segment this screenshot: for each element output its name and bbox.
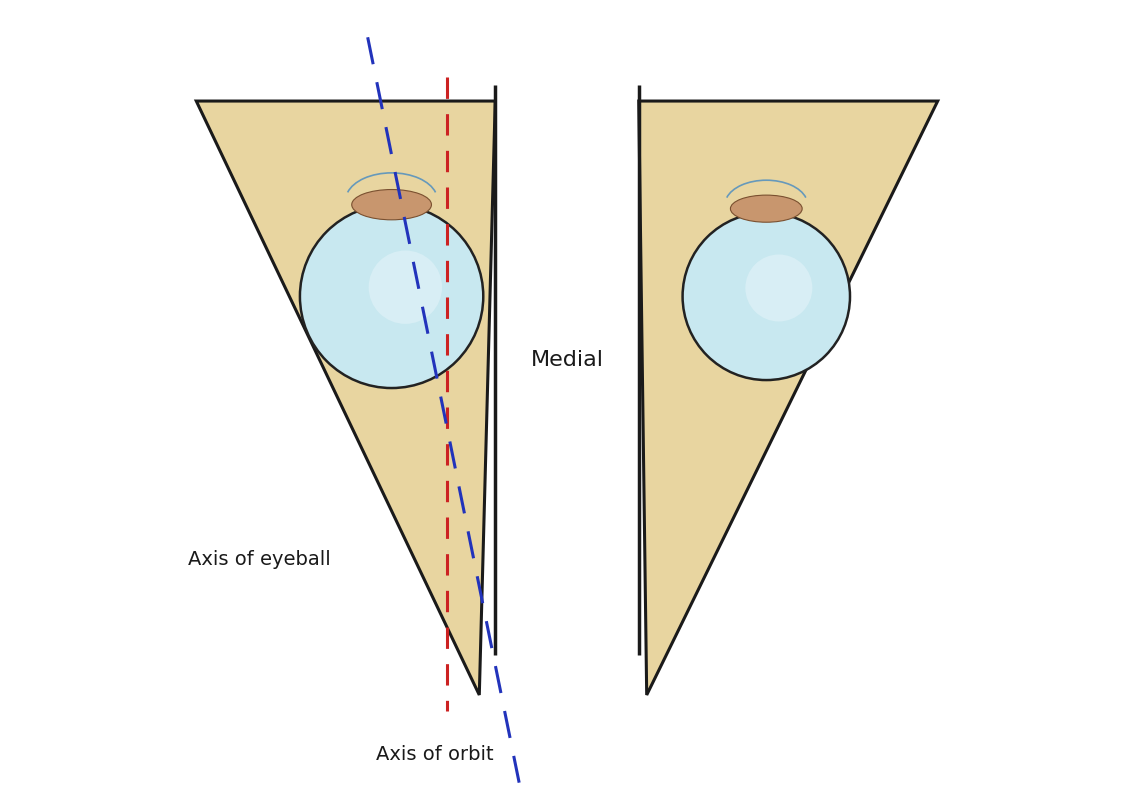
- Polygon shape: [196, 101, 495, 695]
- Ellipse shape: [745, 254, 812, 322]
- Ellipse shape: [731, 195, 802, 222]
- Polygon shape: [638, 101, 938, 695]
- Ellipse shape: [300, 205, 483, 388]
- Text: Axis of orbit: Axis of orbit: [376, 746, 493, 764]
- Text: Axis of eyeball: Axis of eyeball: [188, 550, 331, 569]
- Ellipse shape: [351, 190, 431, 220]
- Ellipse shape: [682, 213, 850, 380]
- Ellipse shape: [368, 250, 443, 324]
- Text: Medial: Medial: [530, 350, 604, 370]
